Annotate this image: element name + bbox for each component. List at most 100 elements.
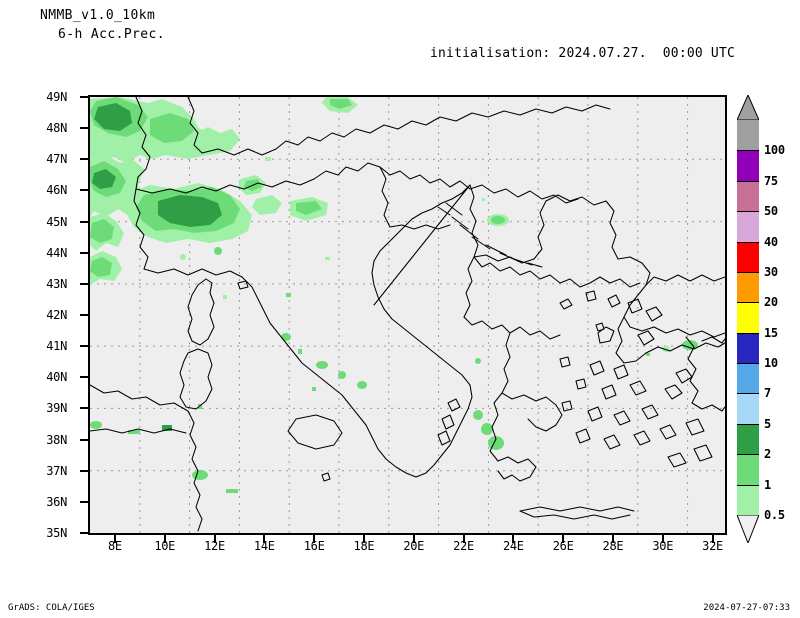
y-axis-label: 49N [46,90,67,104]
field-title: 6-h Acc.Prec. [58,27,165,42]
y-axis-label: 36N [46,494,67,509]
y-axis-tick [80,282,88,285]
colorbar [737,120,759,516]
x-axis-label: 22E [453,539,474,553]
colorbar-underflow-arrow [736,514,760,545]
colorbar-divider [737,484,759,486]
x-axis-tick [661,535,664,543]
y-axis-label: 38N [46,432,67,447]
model-title: NMMB_v1.0_10km [40,8,156,23]
y-axis-tick [80,438,88,441]
x-axis-tick [412,535,415,543]
colorbar-label: 7 [764,386,771,401]
colorbar-divider [737,423,759,425]
colorbar-divider [737,150,759,152]
colorbar-divider [737,180,759,182]
y-axis-label: 41N [46,339,67,354]
x-axis-label: 32E [702,539,723,553]
y-axis-tick [80,407,88,410]
grads-source-label: GrADS: COLA/IGES [8,603,95,613]
y-axis-label: 35N [46,526,67,540]
map-gridlines [90,97,725,533]
y-axis-label: 45N [46,214,67,229]
y-axis-label: 39N [46,401,67,416]
x-axis-tick [462,535,465,543]
colorbar-label: 15 [764,325,778,340]
colorbar-overflow-arrow [736,93,760,121]
colorbar-band [737,484,759,515]
coastlines-and-borders [90,97,725,532]
y-axis-tick [80,500,88,503]
x-axis-tick [313,535,316,543]
y-axis-label: 40N [46,370,67,385]
y-axis-tick [80,345,88,348]
colorbar-divider [737,302,759,304]
colorbar-band [737,393,759,424]
x-axis-label: 18E [353,539,375,553]
x-axis-label: 28E [602,539,624,553]
colorbar-label: 5 [764,416,771,431]
y-axis-tick [80,469,88,472]
y-axis-label: 44N [46,245,67,260]
x-axis-tick [562,535,565,543]
y-axis-tick [80,158,88,161]
colorbar-band [737,332,759,364]
map-canvas [90,97,725,533]
colorbar-label: 10 [764,356,778,371]
y-axis-label: 43N [46,276,67,291]
x-axis-label: 24E [502,539,524,553]
colorbar-label: 40 [764,234,778,249]
colorbar-label: 1 [764,477,771,492]
map-svg [90,97,725,533]
x-axis-label: 14E [253,539,275,553]
y-axis-label: 37N [46,463,67,478]
y-axis-tick [80,376,88,379]
x-axis-tick [213,535,216,543]
colorbar-band [737,150,759,181]
y-axis-label: 48N [46,121,67,136]
colorbar-divider [737,363,759,365]
y-axis-tick [80,127,88,130]
y-axis-label: 47N [46,152,67,167]
x-axis-label: 8E [107,539,122,553]
colorbar-divider [737,271,759,273]
colorbar-label: 2 [764,447,771,462]
y-axis-label: 46N [46,183,67,198]
x-axis-label: 30E [652,539,674,553]
map-plot-frame [88,95,727,535]
colorbar-band [737,363,759,394]
colorbar-label: 20 [764,295,778,310]
header-left-block: NMMB_v1.0_10km 6-h Acc.Prec. [40,6,165,44]
colorbar-divider [737,241,759,243]
colorbar-label: 50 [764,204,778,219]
colorbar-band [737,180,759,212]
y-axis-tick [80,96,88,98]
x-axis-label: 12E [204,539,225,553]
colorbar-divider [737,454,759,456]
colorbar-divider [737,393,759,395]
colorbar-divider [737,332,759,334]
y-axis-tick [80,314,88,316]
initialisation-label: initialisation: 2024.07.27. 00:00 UTC [430,46,736,61]
x-axis-label: 26E [552,539,574,553]
x-axis-tick [163,535,166,543]
colorbar-divider [737,211,759,213]
x-axis-tick [113,535,116,543]
x-axis-label: 20E [403,539,425,553]
x-axis-tick [611,535,614,543]
generated-timestamp: 2024-07-27-07:33 [703,603,790,613]
x-axis-tick [362,535,365,543]
colorbar-band [737,241,759,272]
colorbar-band [737,454,759,485]
x-axis-tick [263,535,266,543]
y-axis-tick [80,220,88,223]
colorbar-band [737,302,759,333]
y-axis-tick [80,251,88,254]
colorbar-label: 0.5 [764,508,785,522]
x-axis-label: 16E [303,539,325,553]
colorbar-band [737,423,759,455]
x-axis-tick [512,535,515,543]
colorbar-label: 30 [764,264,778,279]
colorbar-band [737,211,759,242]
x-axis-label: 10E [154,539,176,553]
